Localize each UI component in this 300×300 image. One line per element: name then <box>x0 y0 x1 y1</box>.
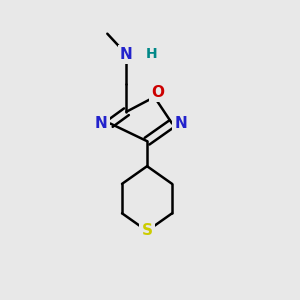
Text: S: S <box>142 224 153 238</box>
Text: O: O <box>151 85 164 100</box>
Text: N: N <box>175 116 187 131</box>
Text: H: H <box>146 47 157 61</box>
Text: N: N <box>120 47 133 62</box>
Text: N: N <box>95 116 108 131</box>
